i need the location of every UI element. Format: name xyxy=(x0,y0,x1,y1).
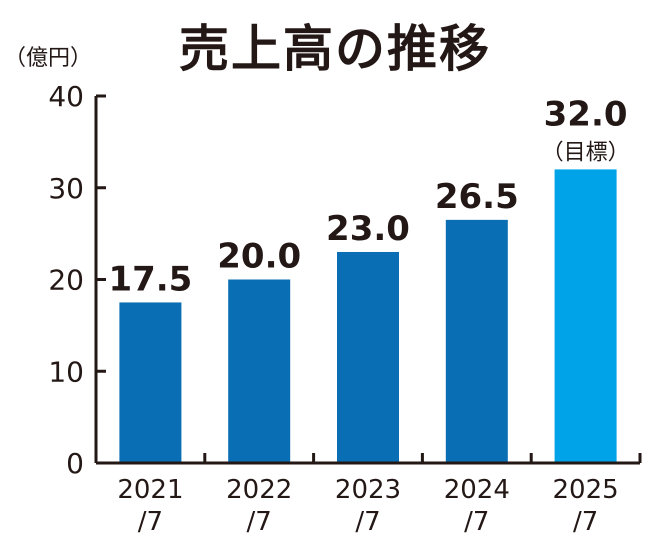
chart-title: 売上高の推移 xyxy=(179,20,491,78)
x-tick-label: 2024/7 xyxy=(444,475,510,537)
y-tick-label: 40 xyxy=(48,80,84,113)
y-axis-unit-label: （億円） xyxy=(4,46,93,71)
x-tick-label: 2025/7 xyxy=(553,475,619,537)
data-label: 20.0 xyxy=(217,237,301,277)
y-tick-label: 30 xyxy=(48,172,84,205)
bar xyxy=(554,169,617,463)
y-tick-label: 0 xyxy=(66,447,84,480)
x-tick-label: 2021/7 xyxy=(117,475,183,537)
bar xyxy=(337,251,399,463)
data-label: 26.5 xyxy=(435,177,519,217)
y-tick-label: 20 xyxy=(48,264,84,297)
y-tick-label: 10 xyxy=(48,355,84,388)
bar xyxy=(228,279,291,463)
data-label: 32.0 xyxy=(544,94,628,134)
bar xyxy=(445,219,508,463)
x-tick-label: 2023/7 xyxy=(335,475,401,537)
data-label: 23.0 xyxy=(326,209,410,249)
x-tick-label: 2022/7 xyxy=(226,475,292,537)
data-label: 17.5 xyxy=(108,259,192,299)
data-note-label: （目標） xyxy=(542,140,630,165)
bar xyxy=(119,302,182,463)
